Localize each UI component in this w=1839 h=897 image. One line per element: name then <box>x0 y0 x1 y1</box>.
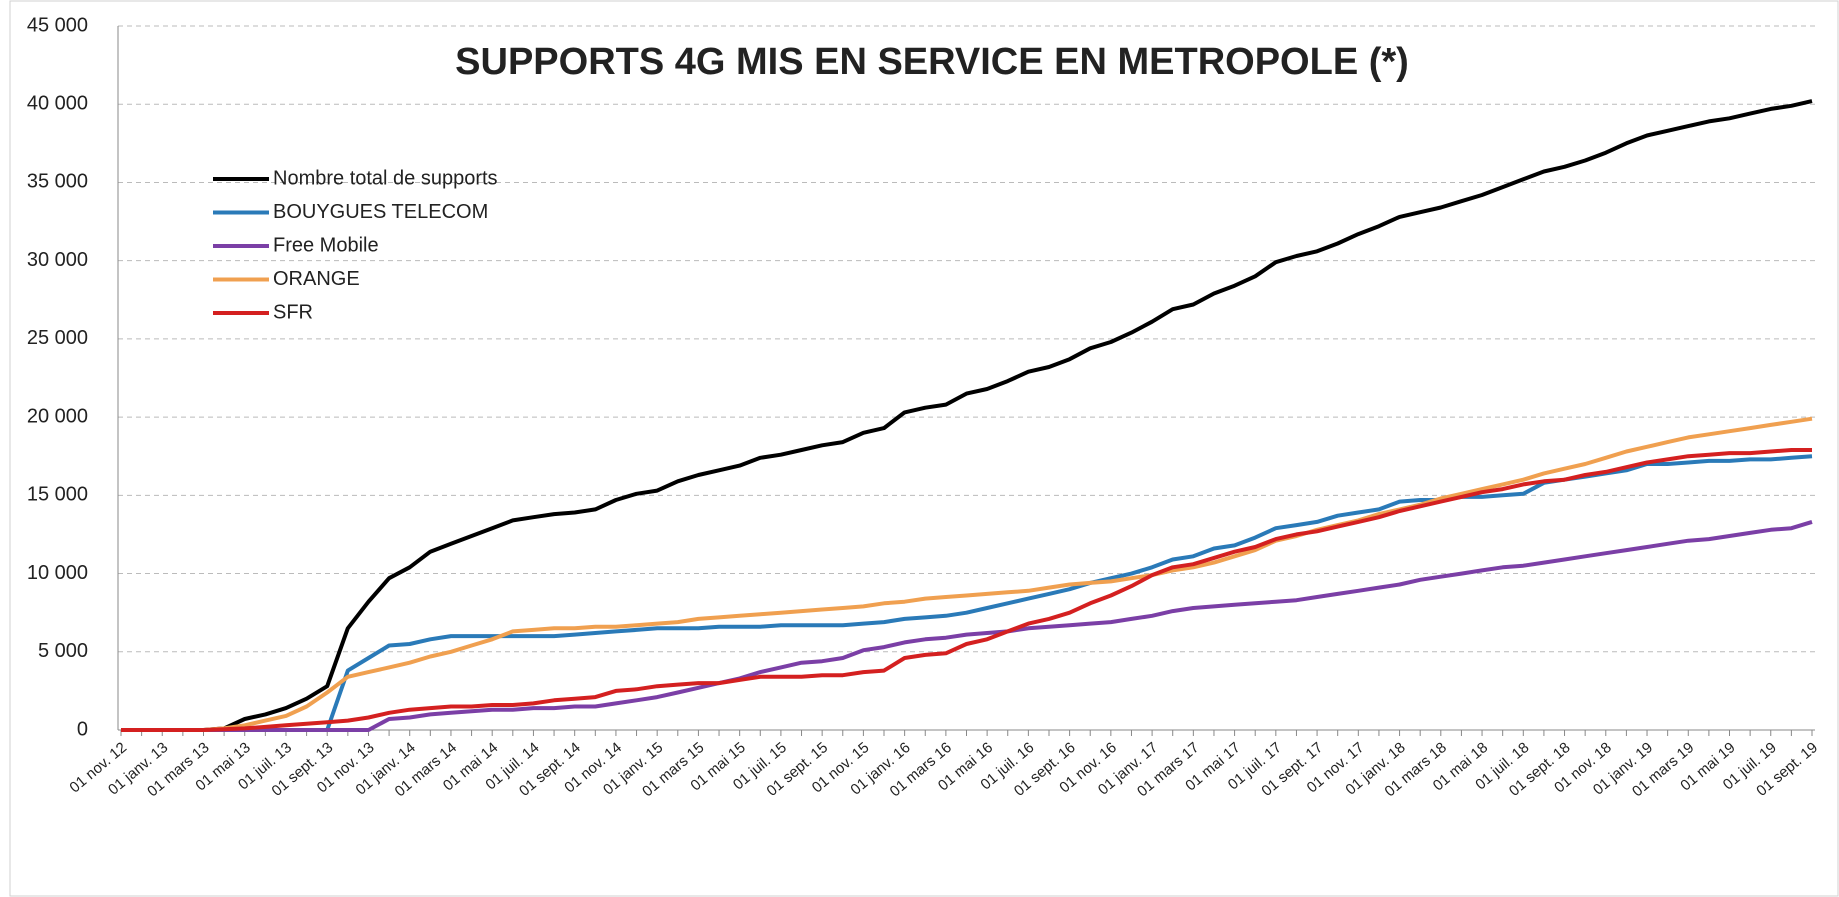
y-tick-label: 0 <box>77 718 88 740</box>
y-tick-label: 35 000 <box>27 171 88 193</box>
legend-label: Nombre total de supports <box>273 167 498 189</box>
y-tick-label: 40 000 <box>27 93 88 115</box>
legend-label: SFR <box>273 301 313 323</box>
y-tick-label: 25 000 <box>27 327 88 349</box>
y-tick-label: 5 000 <box>38 640 88 662</box>
legend-label: BOUYGUES TELECOM <box>273 201 488 223</box>
chart-title: SUPPORTS 4G MIS EN SERVICE EN METROPOLE … <box>455 41 1409 83</box>
y-tick-label: 10 000 <box>27 562 88 584</box>
legend-label: ORANGE <box>273 268 360 290</box>
y-tick-label: 20 000 <box>27 405 88 427</box>
y-tick-label: 15 000 <box>27 484 88 506</box>
series-line <box>121 519 1813 732</box>
series-line <box>121 454 1813 732</box>
series-line <box>121 99 1813 732</box>
legend-label: Free Mobile <box>273 234 379 256</box>
series-line <box>121 416 1813 732</box>
y-tick-label: 45 000 <box>27 14 88 36</box>
series-line <box>121 448 1812 732</box>
y-tick-label: 30 000 <box>27 249 88 271</box>
chart-frame <box>9 0 1839 897</box>
